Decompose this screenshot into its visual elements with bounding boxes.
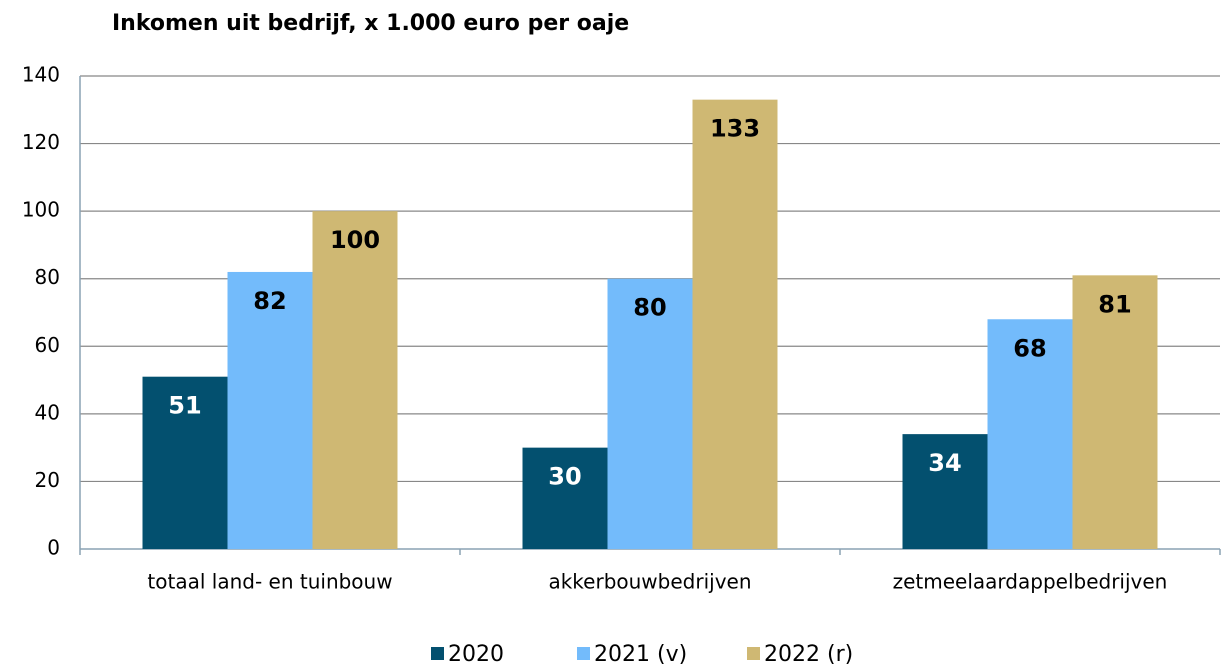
y-tick-label: 0	[47, 536, 60, 560]
data-label: 30	[548, 463, 581, 491]
y-tick-label: 80	[35, 265, 60, 289]
data-label: 100	[330, 226, 380, 254]
bar	[312, 211, 398, 549]
data-label: 80	[633, 294, 666, 322]
bar	[142, 376, 228, 549]
y-tick-label: 60	[35, 333, 60, 357]
data-label: 51	[168, 392, 201, 420]
x-tick-label: akkerbouwbedrijven	[548, 570, 751, 594]
y-tick-label: 20	[35, 468, 60, 492]
y-tick-label: 100	[22, 198, 60, 222]
y-tick-label: 40	[35, 400, 60, 424]
bar	[227, 271, 313, 549]
bar	[987, 319, 1073, 549]
x-tick-label: totaal land- en tuinbouw	[147, 570, 392, 594]
legend-swatch	[577, 647, 590, 660]
y-tick-label: 120	[22, 130, 60, 154]
data-label: 81	[1098, 290, 1131, 318]
legend-swatch	[431, 647, 444, 660]
legend-swatch	[747, 647, 760, 660]
legend-label: 2020	[448, 642, 504, 666]
bar	[522, 447, 608, 549]
x-tick-label: zetmeelaardappelbedrijven	[893, 570, 1168, 594]
bar	[902, 434, 988, 549]
data-label: 82	[253, 287, 286, 315]
data-label: 34	[928, 449, 961, 477]
bar	[1072, 275, 1158, 549]
y-tick-label: 140	[22, 63, 60, 87]
data-label: 133	[710, 115, 760, 143]
data-label: 68	[1013, 334, 1046, 362]
bar	[607, 278, 693, 549]
bar	[692, 99, 778, 550]
legend-label: 2022 (r)	[764, 642, 853, 666]
legend-label: 2021 (v)	[594, 642, 687, 666]
chart-title: Inkomen uit bedrijf, x 1.000 euro per oa…	[112, 11, 629, 36]
